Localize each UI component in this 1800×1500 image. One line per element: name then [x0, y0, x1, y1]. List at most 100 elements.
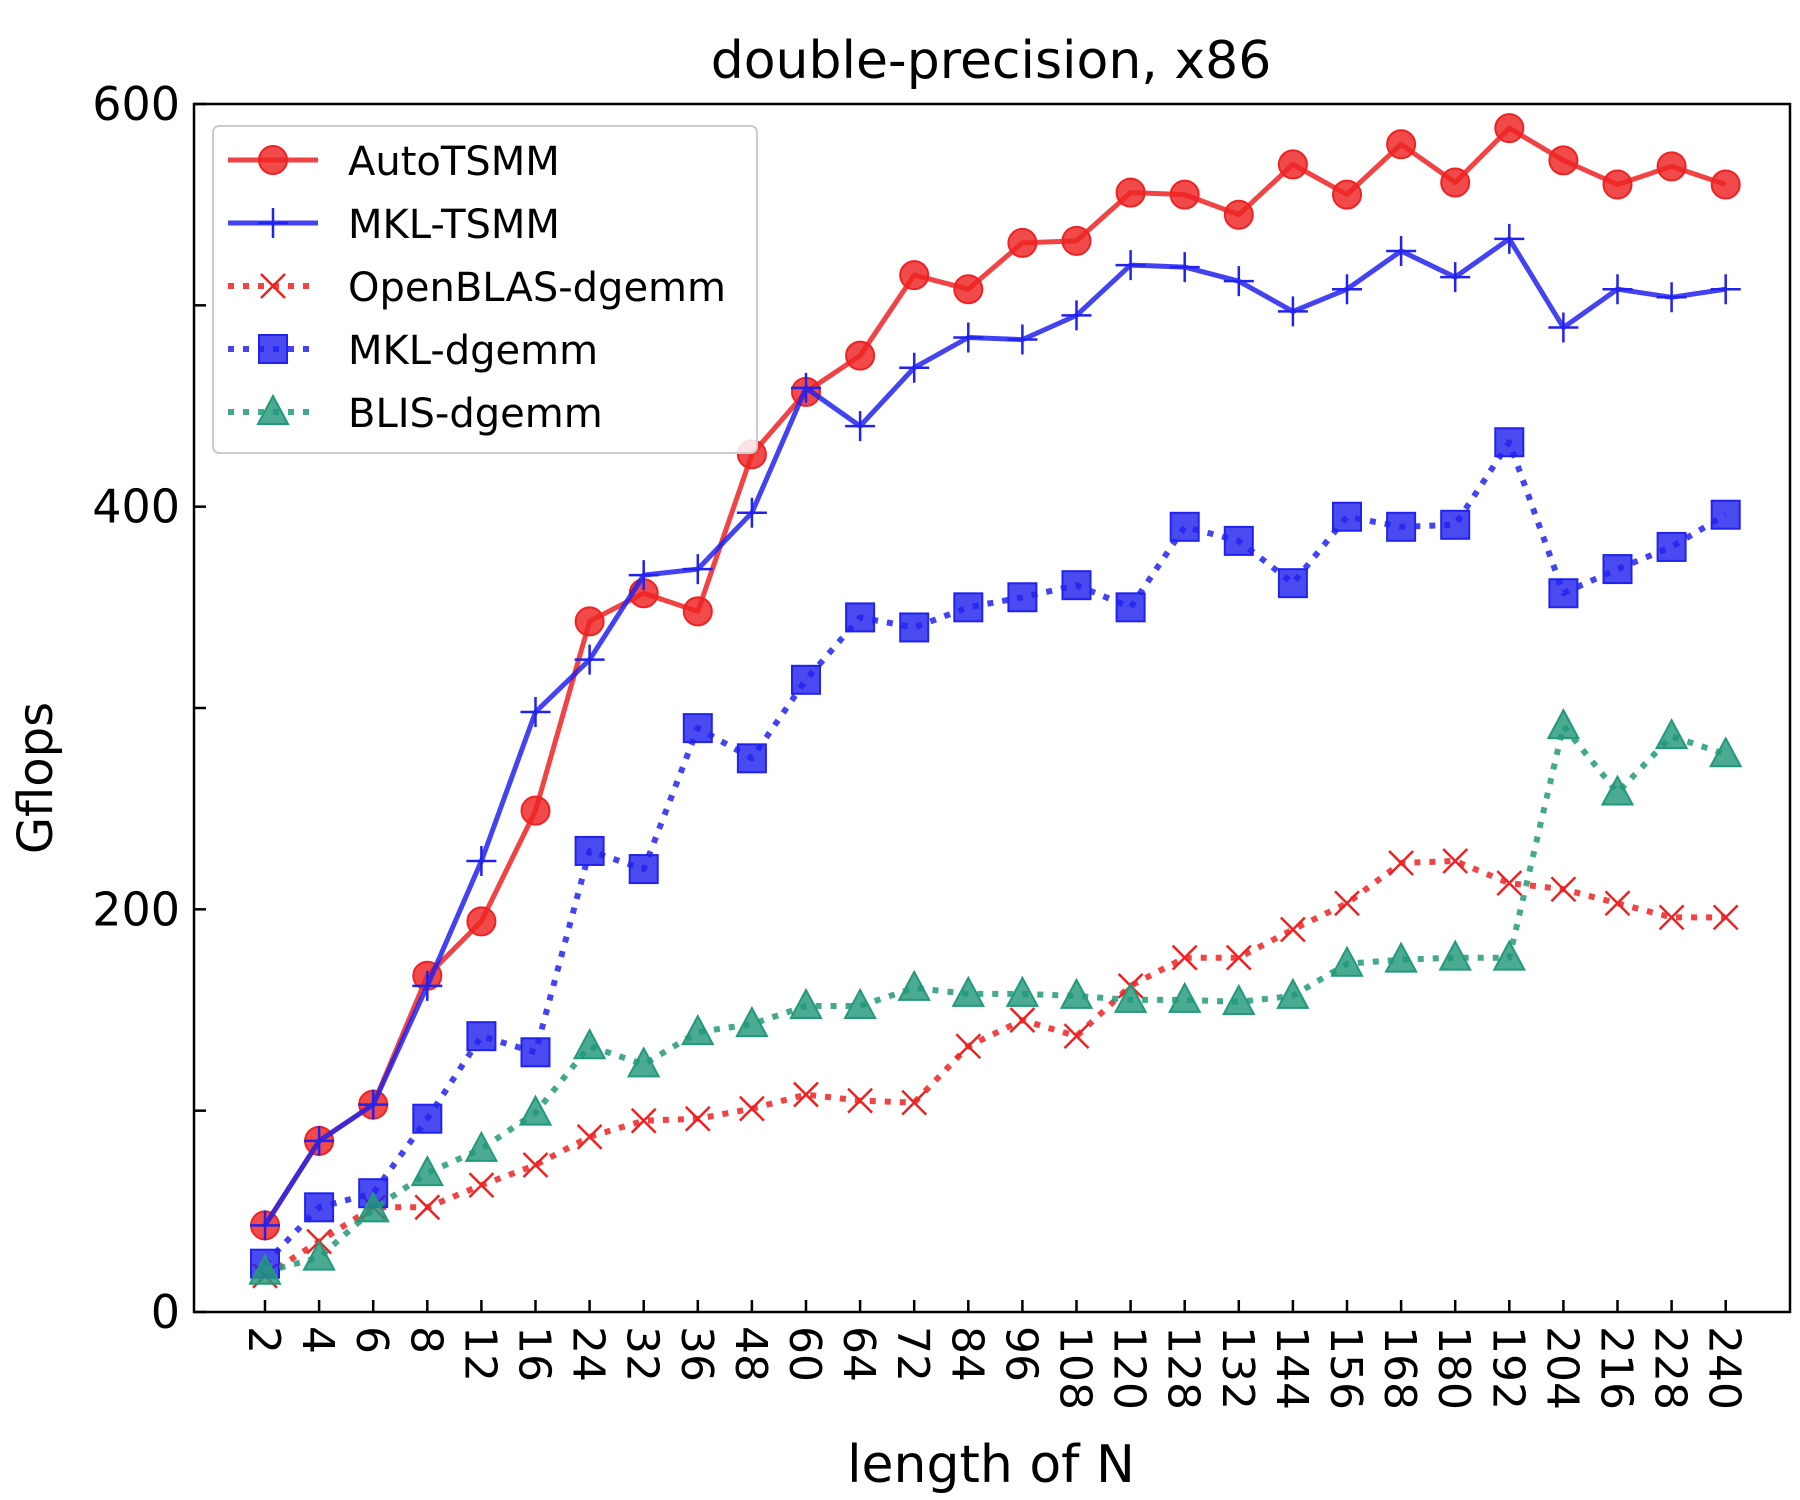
- data-point: [1277, 149, 1308, 180]
- y-tick-label: 400: [92, 480, 180, 534]
- data-point: [412, 970, 443, 1001]
- data-point: [1061, 225, 1092, 256]
- legend-label: MKL-TSMM: [348, 202, 560, 248]
- data-point: [1009, 1007, 1036, 1033]
- x-tick-label: 16: [509, 1326, 560, 1382]
- data-point: [1007, 227, 1038, 258]
- x-tick-label: 48: [725, 1326, 776, 1382]
- data-point: [1330, 945, 1364, 977]
- data-point: [1332, 274, 1362, 305]
- x-tick-label: 84: [941, 1326, 992, 1382]
- data-point: [1550, 876, 1577, 903]
- y-tick-label: 200: [92, 882, 180, 936]
- data-point: [1602, 169, 1633, 200]
- data-point: [628, 854, 659, 885]
- data-point: [1710, 169, 1741, 200]
- series-line: [262, 125, 1727, 1227]
- data-point: [1548, 578, 1579, 609]
- legend: AutoTSMM MKL-TSMM OpenBLAS-dgemm MKL-dgemm B…: [212, 125, 758, 454]
- x-tick-label: 204: [1536, 1326, 1587, 1410]
- data-point: [628, 560, 659, 591]
- data-point: [1115, 250, 1146, 281]
- data-point: [1115, 592, 1146, 623]
- data-point: [1277, 568, 1308, 599]
- data-point: [1440, 262, 1471, 293]
- data-point: [682, 554, 713, 585]
- data-point: [1494, 427, 1525, 458]
- data-point: [789, 987, 823, 1019]
- legend-marker: [258, 334, 288, 364]
- x-tick-label: 216: [1591, 1326, 1642, 1410]
- data-point: [250, 1210, 280, 1241]
- data-point: [1548, 145, 1579, 176]
- data-point: [412, 1103, 443, 1134]
- x-tick-label: 228: [1645, 1326, 1696, 1410]
- data-point: [1332, 179, 1362, 210]
- data-point: [304, 1125, 335, 1156]
- data-point: [739, 1095, 765, 1122]
- data-point: [1171, 944, 1198, 971]
- data-point: [520, 697, 551, 728]
- data-point: [1496, 870, 1523, 897]
- data-point: [1063, 1023, 1090, 1050]
- x-axis-label: length of N: [847, 1435, 1135, 1495]
- data-point: [466, 1021, 497, 1052]
- legend-label: MKL-dgemm: [348, 328, 598, 374]
- x-tick-label: 240: [1699, 1326, 1750, 1410]
- data-point: [1169, 511, 1200, 542]
- data-point: [1222, 983, 1256, 1015]
- data-point: [1438, 939, 1472, 971]
- legend-box: [212, 125, 758, 454]
- data-point: [1440, 509, 1471, 540]
- data-point: [736, 497, 767, 528]
- data-point: [1656, 531, 1687, 562]
- data-point: [1386, 511, 1417, 542]
- chart-title: double-precision, x86: [711, 31, 1272, 91]
- data-point: [1007, 582, 1038, 613]
- data-point: [736, 743, 767, 774]
- data-point: [1709, 736, 1743, 768]
- series-MKL-TSMM: [250, 223, 1741, 1241]
- series-line: [262, 439, 1728, 1266]
- data-point: [1007, 324, 1038, 355]
- data-point: [955, 1033, 982, 1060]
- data-point: [248, 1253, 282, 1285]
- data-point: [1710, 274, 1741, 305]
- x-tick-label: 24: [563, 1326, 614, 1382]
- data-point: [1712, 904, 1739, 931]
- data-point: [845, 340, 876, 371]
- data-point: [1654, 718, 1689, 750]
- data-point: [468, 1172, 495, 1199]
- legend-label: OpenBLAS-dgemm: [348, 265, 726, 311]
- legend-marker: [258, 145, 288, 175]
- data-point: [843, 987, 877, 1019]
- data-point: [1169, 252, 1200, 283]
- series-line: [264, 723, 1727, 1275]
- data-point: [1442, 848, 1469, 874]
- data-point: [1169, 179, 1200, 210]
- x-tick-label: 180: [1428, 1326, 1479, 1410]
- legend-label: BLIS-dgemm: [348, 391, 603, 437]
- data-point: [1494, 113, 1525, 144]
- data-point: [735, 1005, 769, 1038]
- x-tick-label: 36: [671, 1326, 722, 1382]
- data-point: [1168, 981, 1202, 1013]
- data-point: [466, 846, 497, 877]
- data-point: [682, 596, 713, 627]
- data-point: [627, 1046, 661, 1078]
- x-tick-label: 120: [1104, 1326, 1155, 1410]
- data-point: [1604, 890, 1631, 917]
- legend-marker: [256, 393, 290, 425]
- data-point: [953, 322, 984, 353]
- data-point: [1494, 223, 1525, 254]
- data-point: [684, 1105, 711, 1132]
- data-point: [791, 372, 821, 403]
- data-point: [574, 606, 605, 637]
- data-point: [1334, 890, 1360, 917]
- data-point: [1225, 944, 1252, 971]
- data-point: [1492, 939, 1526, 971]
- legend-marker: [260, 273, 286, 299]
- data-point: [1546, 708, 1581, 740]
- data-point: [1656, 151, 1687, 182]
